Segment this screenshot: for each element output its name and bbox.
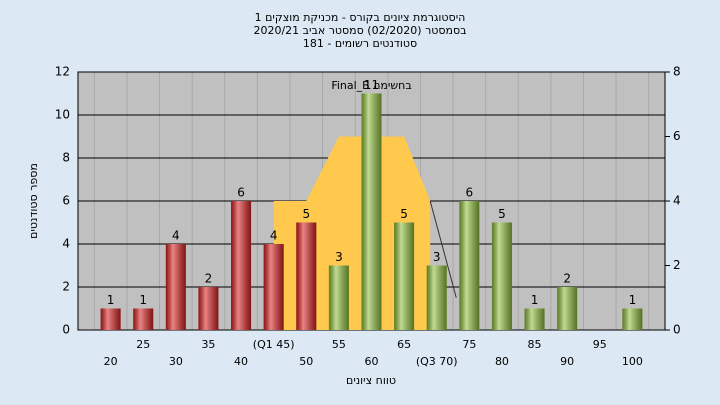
y2-tick-label: 6: [673, 129, 681, 143]
data-label: 6: [237, 186, 245, 200]
x-tick-label: (Q3 70): [416, 355, 458, 368]
data-label: 6: [466, 186, 474, 200]
bar-shade: [133, 308, 154, 330]
annotation: Final_B בחשימה: [331, 79, 411, 92]
x-tick-label: 50: [299, 355, 313, 368]
x-tick-label: 20: [104, 355, 118, 368]
bar-shade: [296, 222, 317, 330]
bar-shade: [165, 244, 186, 330]
x-tick-label: 30: [169, 355, 183, 368]
bar-shade: [361, 93, 382, 330]
bar-shade: [328, 265, 349, 330]
bar-shade: [263, 244, 284, 330]
data-label: 2: [205, 272, 213, 286]
x-tick-label: 85: [528, 338, 542, 351]
data-label: 3: [433, 250, 441, 264]
bar-shade: [231, 201, 252, 330]
bar-shade: [198, 287, 219, 330]
data-label: 4: [270, 229, 278, 243]
title-line: היסטוגרמת ציונים בקורס - מכניקת מוצקים 1: [255, 11, 466, 24]
title-line: בסמסטר (02/2020) סמסטר אביב 2020/21: [253, 24, 466, 37]
data-label: 1: [107, 293, 115, 307]
data-label: 5: [498, 207, 506, 221]
data-label: 4: [172, 229, 180, 243]
x-tick-label: 55: [332, 338, 346, 351]
y2-tick-label: 8: [673, 65, 681, 79]
bar-shade: [394, 222, 415, 330]
bar-shade: [524, 308, 545, 330]
x-tick-label: 40: [234, 355, 248, 368]
x-tick-label: 60: [365, 355, 379, 368]
data-label: 3: [335, 250, 343, 264]
data-label: 1: [531, 293, 539, 307]
bar-shade: [622, 308, 643, 330]
x-axis-label: טווח ציונים: [346, 374, 396, 387]
x-tick-label: 90: [560, 355, 574, 368]
bar-shade: [426, 265, 447, 330]
bar-shade: [557, 287, 578, 330]
title-line: סטודנטים רשומים - 181: [303, 37, 417, 50]
y-tick-label: 8: [62, 151, 70, 165]
y-tick-label: 0: [62, 323, 70, 337]
data-label: 2: [563, 272, 571, 286]
x-tick-label: 65: [397, 338, 411, 351]
quartile-whisker: [429, 200, 457, 298]
y2-tick-label: 0: [673, 323, 681, 337]
bar-shade: [100, 308, 121, 330]
y-tick-label: 2: [62, 280, 70, 294]
x-tick-label: (Q1 45): [253, 338, 295, 351]
x-tick-label: 95: [593, 338, 607, 351]
x-tick-label: 35: [201, 338, 215, 351]
x-tick-label: 25: [136, 338, 150, 351]
y-axis-label: מספר סטודנטים: [27, 163, 40, 239]
y-tick-label: 10: [55, 108, 70, 122]
y-tick-label: 12: [55, 65, 70, 79]
data-label: 5: [302, 207, 310, 221]
x-tick-label: 75: [462, 338, 476, 351]
data-label: 5: [400, 207, 408, 221]
data-label: 1: [629, 293, 637, 307]
bar-shade: [459, 201, 480, 330]
x-tick-label: 80: [495, 355, 509, 368]
y2-tick-label: 4: [673, 194, 681, 208]
y-tick-label: 6: [62, 194, 70, 208]
data-label: 11: [364, 78, 379, 92]
data-label: 1: [139, 293, 147, 307]
y2-tick-label: 2: [673, 258, 681, 272]
x-tick-label: 100: [622, 355, 643, 368]
bar-shade: [491, 222, 512, 330]
y-tick-label: 4: [62, 237, 70, 251]
